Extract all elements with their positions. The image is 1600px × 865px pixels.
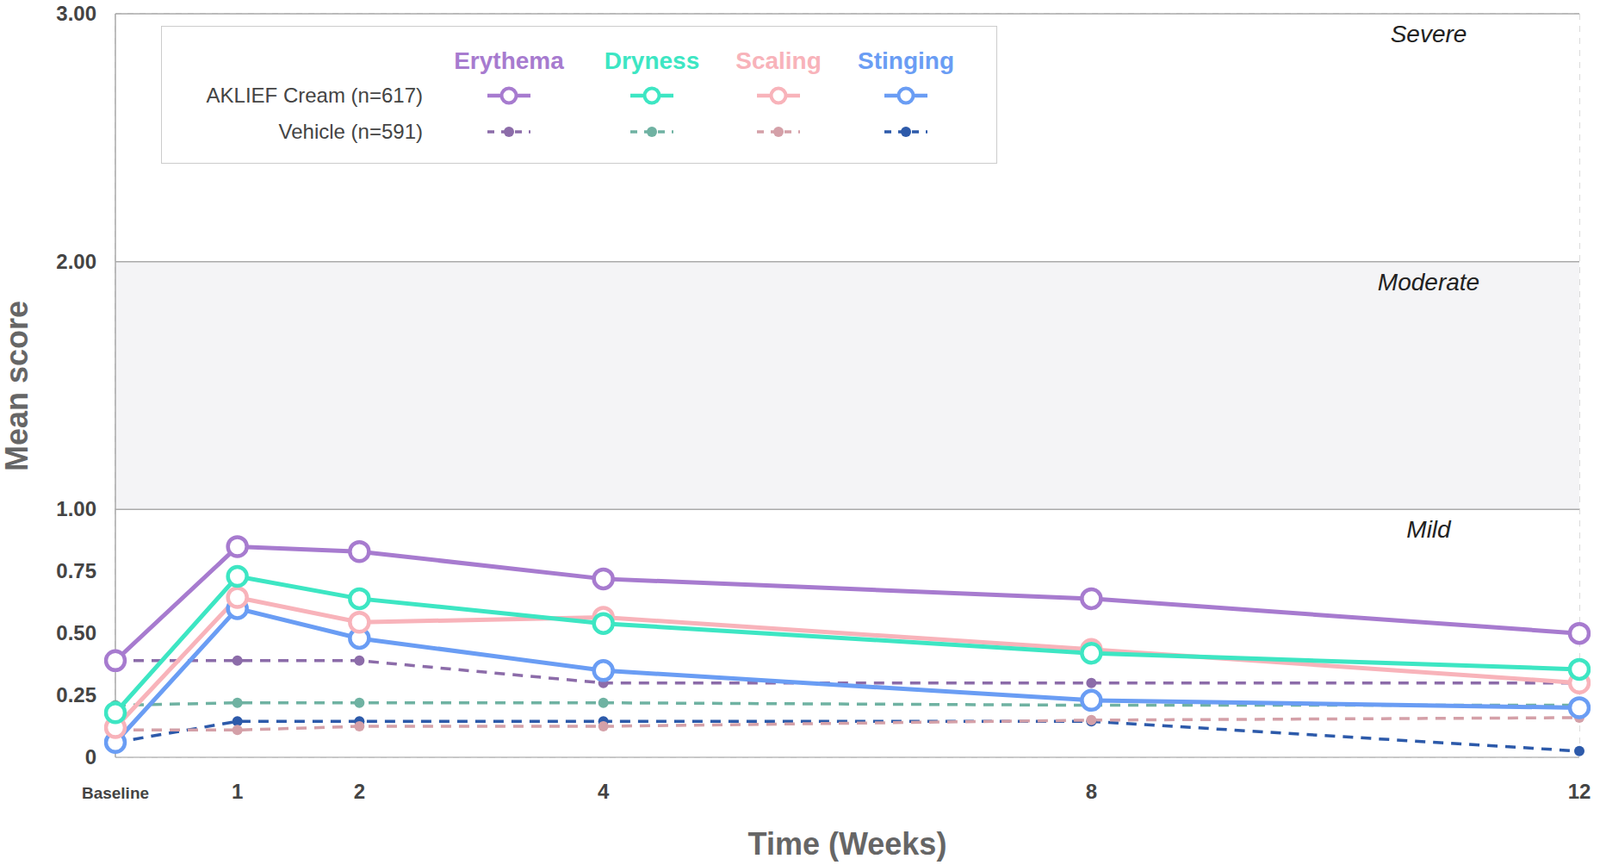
html-text:Time (Weeks): Time (Weeks)	[747, 825, 947, 862]
svg-text:3.00: 3.00	[55, 1, 97, 25]
html-text:Erythema: Erythema	[453, 47, 564, 75]
svg-text:Moderate: Moderate	[1377, 268, 1480, 296]
svg-text:2.00: 2.00	[55, 249, 97, 273]
html-text:Mean score: Mean score	[0, 300, 35, 471]
svg-text:0.50: 0.50	[55, 620, 97, 645]
svg-text:12: 12	[1568, 779, 1592, 803]
svg-text:Severe: Severe	[1390, 20, 1468, 48]
svg-text:1: 1	[231, 779, 243, 803]
svg-text:2: 2	[353, 779, 366, 803]
html-text:AKLIEF Cream (n=617): AKLIEF Cream (n=617)	[206, 83, 423, 107]
svg-text:8: 8	[1085, 779, 1098, 803]
svg-text:0.75: 0.75	[55, 558, 97, 583]
html-text:Scaling: Scaling	[735, 47, 822, 75]
svg-text:4: 4	[597, 779, 610, 803]
svg-text:1.00: 1.00	[55, 496, 97, 521]
html-text:Vehicle (n=591): Vehicle (n=591)	[278, 119, 423, 143]
svg-text:0: 0	[85, 744, 97, 769]
html-text:Dryness: Dryness	[604, 47, 700, 75]
html-text:Stinging: Stinging	[857, 47, 955, 75]
svg-text:Mild: Mild	[1406, 515, 1452, 543]
svg-text:0.25: 0.25	[55, 682, 97, 707]
svg-text:Baseline: Baseline	[81, 783, 149, 802]
